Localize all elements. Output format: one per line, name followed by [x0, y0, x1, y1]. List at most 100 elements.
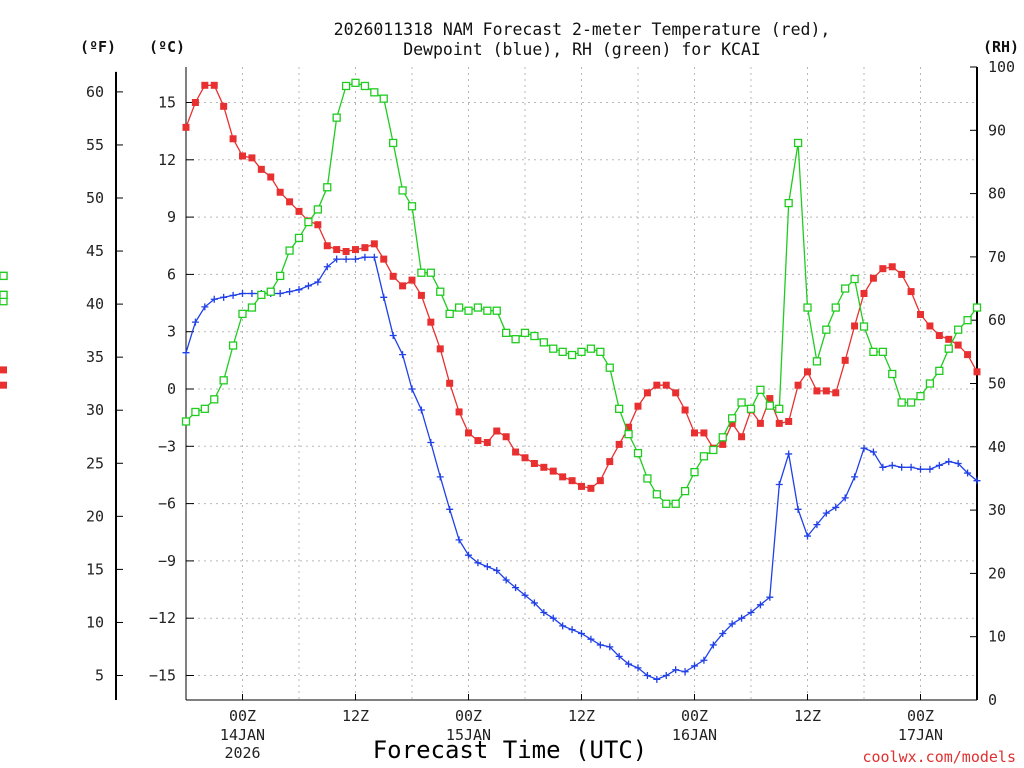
temperature-point — [248, 154, 256, 162]
temperature-point — [935, 332, 943, 340]
temperature-point — [794, 381, 802, 389]
fahrenheit-tick-label: 55 — [86, 136, 104, 154]
temperature-point — [964, 351, 972, 359]
temperature-point — [399, 282, 407, 290]
rh-point — [624, 429, 633, 439]
dewpoint-point — [342, 255, 350, 263]
dewpoint-point — [436, 473, 444, 481]
dewpoint-point — [738, 614, 746, 622]
x-tick-time: 12Z — [568, 707, 595, 725]
rh-point — [963, 316, 972, 325]
dewpoint-point — [615, 652, 623, 660]
x-tick-date: 14JAN — [220, 726, 265, 744]
temperature-point — [568, 477, 576, 485]
temperature-point — [201, 81, 209, 89]
temperature-point — [540, 463, 548, 471]
dewpoint-point — [662, 672, 670, 679]
temperature-point — [210, 81, 218, 89]
dewpoint-point — [229, 291, 237, 299]
temperature-point — [465, 429, 472, 437]
temperature-point — [417, 291, 425, 299]
x-tick-date: 17JAN — [898, 726, 943, 744]
dewpoint-point — [747, 608, 755, 616]
fahrenheit-tick-label: 50 — [86, 189, 104, 207]
temperature-point — [389, 272, 397, 280]
rh-point — [323, 183, 332, 192]
dewpoint-point — [766, 593, 774, 601]
rh-point — [831, 303, 840, 312]
rh-point — [530, 331, 539, 341]
temperature-point — [672, 389, 680, 397]
dewpoint-point — [578, 629, 585, 637]
dewpoint-point — [191, 318, 199, 326]
rh-point — [822, 325, 831, 334]
rh-tick-label: 100 — [988, 58, 1015, 76]
x-tick-year: 2026 — [224, 744, 260, 762]
celsius-tick-label: −3 — [158, 437, 176, 455]
fahrenheit-tick-label: 5 — [95, 667, 104, 685]
fahrenheit-tick-label: 30 — [86, 401, 104, 419]
rh-point — [869, 347, 878, 357]
fahrenheit-tick-label: 25 — [86, 454, 104, 472]
celsius-tick-label: 0 — [167, 380, 176, 398]
dewpoint-point — [323, 263, 331, 271]
fahrenheit-tick-label: 20 — [86, 507, 104, 525]
temperature-point — [945, 335, 953, 343]
dewpoint-point — [248, 290, 256, 297]
dewpoint-point — [370, 253, 378, 261]
temperature-point — [0, 381, 7, 389]
rh-point — [699, 452, 709, 461]
rh-point — [398, 186, 407, 195]
dewpoint-point — [304, 282, 312, 290]
temperature-point — [869, 274, 877, 282]
temperature-point — [898, 270, 906, 278]
chart-title-line2: Dewpoint (blue), RH (green) for KCAI — [403, 40, 761, 59]
dewpoint-point — [530, 599, 538, 607]
dewpoint-point — [333, 255, 341, 263]
rh-point — [511, 335, 520, 344]
rh-point — [539, 338, 548, 347]
dewpoint-point — [352, 255, 359, 263]
dewpoint-point — [455, 536, 463, 544]
dewpoint-point — [681, 668, 689, 676]
rh-point — [200, 404, 209, 413]
dewpoint-point — [926, 465, 934, 473]
fahrenheit-tick-label: 60 — [86, 83, 104, 101]
temperature-point — [512, 448, 520, 456]
rh-point — [944, 344, 953, 353]
rh-point — [954, 325, 963, 334]
temperature-point — [954, 341, 962, 349]
dewpoint-point — [210, 295, 218, 303]
rh-point — [332, 113, 341, 122]
rh-point — [502, 328, 511, 338]
rh-point — [389, 138, 398, 148]
temperature-point — [851, 322, 859, 330]
temperature-point — [455, 408, 463, 416]
dewpoint-point — [295, 286, 303, 294]
temperature-point — [625, 423, 633, 431]
dewpoint-point — [700, 656, 708, 664]
dewpoint-point — [540, 608, 548, 616]
rh-point — [492, 306, 501, 315]
rh-point — [784, 198, 793, 208]
rh-tick-label: 60 — [988, 311, 1006, 329]
dewpoint-point — [276, 290, 284, 297]
rh-point — [756, 385, 765, 394]
unit-label-rh: (RH) — [983, 38, 1019, 56]
x-axis-label: Forecast Time (UTC) — [373, 736, 648, 764]
dewpoint-point — [822, 509, 830, 517]
temperature-point — [333, 246, 341, 254]
grid-lines — [186, 67, 977, 700]
dewpoint-point — [380, 293, 388, 301]
temperature-point — [342, 247, 350, 255]
temperature-point — [738, 433, 746, 441]
temperature-point — [775, 419, 783, 427]
rh-point — [605, 363, 614, 372]
temperature-point — [493, 427, 501, 435]
temperature-point — [615, 440, 623, 448]
rh-point — [351, 78, 360, 87]
celsius-tick-label: 3 — [167, 323, 176, 341]
dewpoint-point — [898, 463, 906, 471]
rh-point — [313, 205, 322, 214]
x-tick-time: 00Z — [681, 707, 708, 725]
